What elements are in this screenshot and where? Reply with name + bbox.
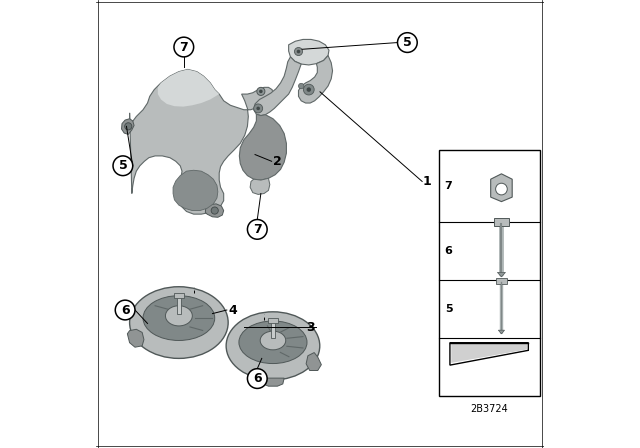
FancyBboxPatch shape: [439, 150, 540, 396]
Circle shape: [298, 83, 304, 89]
Circle shape: [115, 300, 135, 320]
Text: 7: 7: [179, 40, 188, 54]
Ellipse shape: [226, 312, 320, 380]
Polygon shape: [130, 69, 273, 214]
Ellipse shape: [260, 331, 285, 350]
Text: 6: 6: [121, 303, 129, 317]
Bar: [177, 297, 181, 314]
Circle shape: [495, 183, 508, 195]
Text: 6: 6: [253, 372, 262, 385]
Polygon shape: [450, 343, 529, 365]
Polygon shape: [451, 344, 527, 363]
Text: 2: 2: [273, 155, 282, 168]
Polygon shape: [306, 353, 321, 370]
Text: 4: 4: [228, 303, 237, 317]
Polygon shape: [173, 170, 218, 211]
Ellipse shape: [129, 287, 228, 358]
Circle shape: [257, 107, 260, 110]
Circle shape: [297, 50, 300, 53]
Circle shape: [307, 87, 311, 92]
Polygon shape: [250, 178, 270, 194]
Bar: [268, 318, 278, 323]
Polygon shape: [497, 272, 506, 277]
Text: 5: 5: [403, 36, 412, 49]
Polygon shape: [289, 39, 329, 65]
Text: 7: 7: [445, 181, 452, 191]
Ellipse shape: [143, 296, 215, 340]
Ellipse shape: [239, 321, 307, 364]
Circle shape: [113, 156, 132, 176]
Bar: [495, 278, 508, 284]
Circle shape: [397, 33, 417, 52]
Text: 5: 5: [118, 159, 127, 172]
Text: 6: 6: [445, 246, 452, 256]
Text: 3: 3: [306, 320, 315, 334]
Polygon shape: [298, 56, 333, 103]
Polygon shape: [499, 330, 504, 334]
Circle shape: [125, 123, 132, 130]
Text: 1: 1: [423, 175, 432, 188]
Text: 5: 5: [445, 304, 452, 314]
Circle shape: [294, 47, 303, 56]
Polygon shape: [122, 119, 134, 134]
Circle shape: [259, 90, 262, 93]
Polygon shape: [262, 378, 284, 386]
Circle shape: [248, 369, 267, 388]
Text: 2B3724: 2B3724: [470, 404, 508, 414]
Polygon shape: [491, 174, 512, 202]
Polygon shape: [253, 57, 301, 116]
Polygon shape: [127, 329, 144, 347]
Bar: [173, 293, 184, 298]
Circle shape: [253, 104, 262, 113]
Bar: [271, 321, 275, 338]
Polygon shape: [205, 204, 224, 217]
Circle shape: [257, 87, 265, 95]
Text: 7: 7: [253, 223, 262, 236]
Bar: [494, 218, 509, 226]
Circle shape: [174, 37, 194, 57]
Polygon shape: [239, 114, 287, 180]
Ellipse shape: [165, 306, 192, 326]
Circle shape: [248, 220, 267, 239]
Polygon shape: [158, 69, 220, 107]
Circle shape: [211, 207, 218, 214]
Circle shape: [303, 84, 314, 95]
